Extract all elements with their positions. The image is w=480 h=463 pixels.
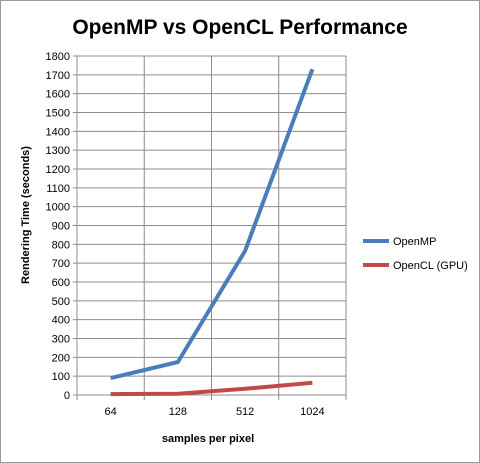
x-tick-label: 1024: [300, 406, 324, 418]
y-axis-label: Rendering Time (seconds): [20, 146, 32, 284]
legend-label: OpenMP: [393, 236, 436, 248]
y-tick-label: 100: [52, 371, 70, 383]
y-tick-label: 400: [52, 315, 70, 327]
x-tick-label: 512: [236, 406, 254, 418]
y-tick-label: 1400: [46, 126, 70, 138]
y-tick-label: 800: [52, 239, 70, 251]
series-line-opencl-gpu: [110, 380, 313, 397]
series-lines: [110, 68, 315, 397]
y-tick-label: 700: [52, 258, 70, 270]
axes: [73, 55, 347, 400]
series-line-openmp: [110, 68, 315, 381]
y-tick-labels: 0 100 200 300 400 500 600 700 800 900 1000 1100 1200…: [46, 51, 70, 402]
y-tick-label: 1200: [46, 164, 70, 176]
gridlines: [77, 55, 347, 395]
y-tick-label: 0: [64, 390, 70, 402]
y-tick-label: 1300: [46, 145, 70, 157]
y-tick-label: 200: [52, 352, 70, 364]
y-tick-label: 1800: [46, 51, 70, 63]
y-tick-label: 900: [52, 221, 70, 233]
y-tick-label: 1100: [46, 183, 70, 195]
legend-label: OpenCL (GPU): [393, 260, 468, 272]
x-tick-label: 64: [105, 406, 117, 418]
x-tick-labels: 64 128 512 1024: [105, 406, 325, 418]
y-tick-label: 1500: [46, 108, 70, 120]
chart-title: OpenMP vs OpenCL Performance: [72, 16, 407, 39]
x-axis-label: samples per pixel: [162, 433, 254, 445]
legend: OpenMP OpenCL (GPU): [363, 236, 468, 272]
x-tick-label: 128: [169, 406, 187, 418]
y-tick-label: 500: [52, 296, 70, 308]
y-tick-label: 1600: [46, 89, 70, 101]
y-tick-label: 300: [52, 334, 70, 346]
y-tick-label: 600: [52, 277, 70, 289]
y-tick-label: 1700: [46, 70, 70, 82]
y-tick-label: 1000: [46, 202, 70, 214]
